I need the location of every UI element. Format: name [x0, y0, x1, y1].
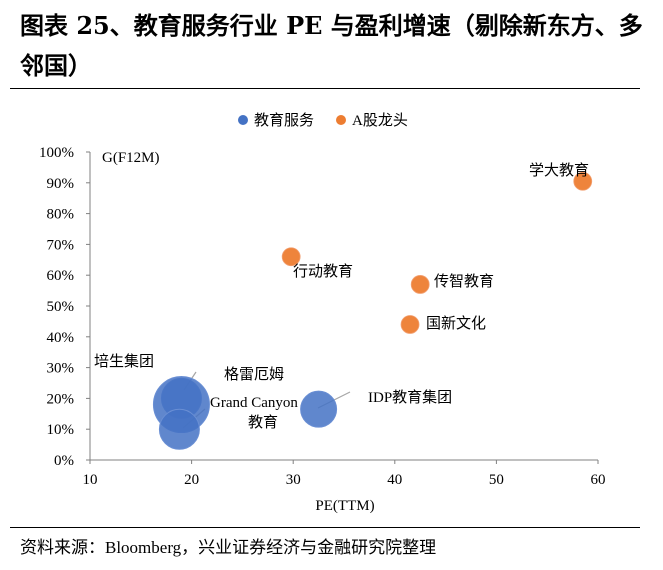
- x-tick-label: 10: [83, 472, 98, 488]
- y-tick-label: 60%: [47, 268, 75, 284]
- bubble-point: [300, 390, 338, 428]
- data-label: 教育: [248, 414, 278, 431]
- legend-marker: [336, 115, 346, 125]
- data-label: 格雷厄姆: [224, 366, 284, 383]
- y-tick-label: 0%: [54, 453, 74, 469]
- legend-entry: 教育服务: [254, 112, 314, 129]
- x-tick-label: 20: [184, 472, 199, 488]
- data-label: 国新文化: [426, 315, 486, 332]
- y-tick-label: 70%: [47, 237, 75, 253]
- top-rule: [10, 88, 640, 89]
- y-tick-label: 90%: [47, 176, 75, 192]
- bottom-rule: [10, 527, 640, 528]
- x-tick-label: 40: [387, 472, 402, 488]
- bubble-point: [410, 275, 430, 294]
- y-tick-label: 20%: [47, 391, 75, 407]
- bubble-point: [281, 247, 301, 267]
- figure-title: 图表 25、教育服务行业 PE 与盈利增速（剔除新东方、多邻国）: [20, 11, 643, 80]
- source-note: 资料来源：Bloomberg，兴业证券经济与金融研究院整理: [20, 538, 437, 557]
- bubble-point: [573, 171, 593, 191]
- data-label: 传智教育: [434, 272, 494, 290]
- y-tick-label: 40%: [47, 330, 75, 346]
- data-label: 培生集团: [94, 353, 154, 370]
- data-label: 学大教育: [529, 162, 589, 179]
- x-axis-label: PE(TTM): [315, 498, 374, 514]
- data-label: IDP教育集团: [368, 389, 452, 406]
- bubble-point: [400, 315, 420, 334]
- data-label: 行动教育: [293, 263, 353, 280]
- bubble-point: [158, 408, 200, 450]
- y-tick-label: 100%: [39, 145, 74, 161]
- y-tick-label: 10%: [47, 422, 75, 438]
- x-tick-label: 30: [286, 472, 301, 488]
- x-tick-label: 50: [489, 472, 504, 488]
- x-tick-label: 60: [591, 472, 606, 488]
- y-tick-label: 80%: [47, 207, 75, 223]
- y-tick-label: 50%: [47, 299, 75, 315]
- legend-marker: [238, 115, 248, 125]
- y-axis-label: G(F12M): [102, 150, 160, 166]
- data-label: Grand Canyon: [210, 395, 298, 411]
- legend-entry: A股龙头: [352, 112, 408, 129]
- y-tick-label: 30%: [47, 361, 75, 377]
